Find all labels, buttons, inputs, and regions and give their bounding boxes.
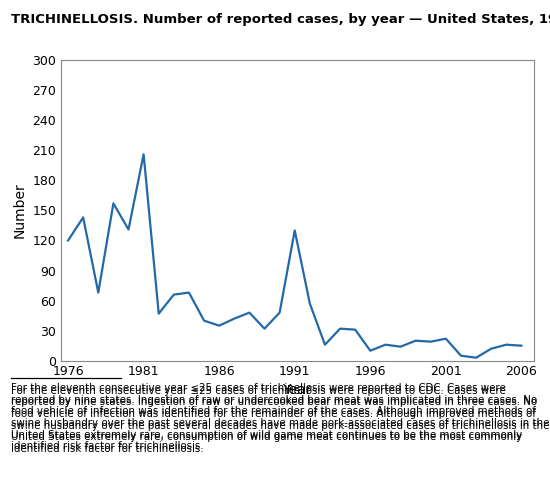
X-axis label: Year: Year bbox=[282, 383, 312, 397]
Y-axis label: Number: Number bbox=[13, 182, 27, 238]
Text: For the eleventh consecutive year ≤25 cases of trichinellosis were reported to C: For the eleventh consecutive year ≤25 ca… bbox=[11, 386, 549, 454]
Text: TRICHINELLOSIS. Number of reported cases, by year — United States, 1976–2006: TRICHINELLOSIS. Number of reported cases… bbox=[11, 13, 550, 26]
Text: For the eleventh consecutive year ≤25 cases of trichinellosis were reported to C: For the eleventh consecutive year ≤25 ca… bbox=[11, 383, 549, 451]
